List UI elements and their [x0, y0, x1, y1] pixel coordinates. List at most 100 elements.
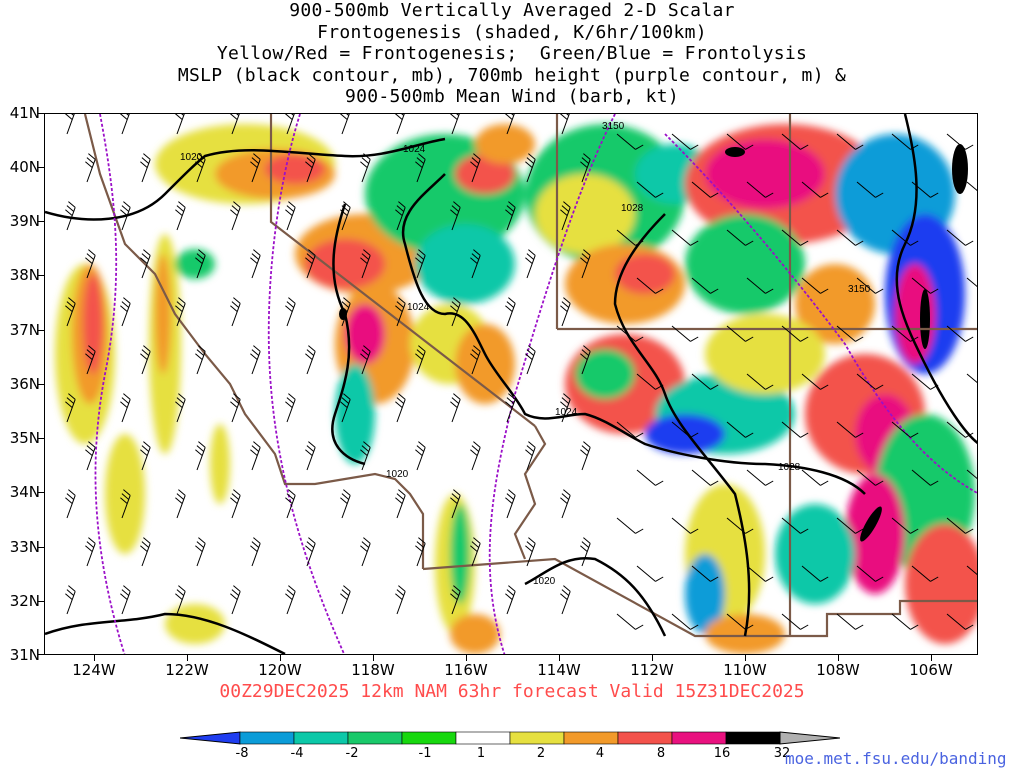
forecast-valid-time: 00Z29DEC2025 12km NAM 63hr forecast Vali…: [219, 681, 805, 702]
wind-barb: [580, 345, 591, 375]
title-line-5: 900-500mb Mean Wind (barb, kt): [344, 86, 680, 107]
wind-barb: [65, 201, 76, 231]
wind-barb: [911, 277, 939, 294]
wind-barb: [230, 201, 241, 231]
wind-barb: [801, 373, 829, 390]
contour-label-group: 1020 1024 1024 1028 1024 1028 1020 1020 …: [180, 121, 871, 587]
wind-barb: [285, 393, 296, 423]
wind-barb: [781, 325, 809, 342]
wind-barb: [230, 489, 241, 519]
wind-barb: [395, 585, 406, 615]
wind-barb: [856, 469, 884, 486]
wind-barb: [616, 133, 644, 150]
wind-barb: [746, 469, 774, 486]
wind-barb: [525, 153, 536, 183]
wind-barb: [285, 585, 296, 615]
lon-label-122w: 122W: [165, 661, 209, 679]
wind-barb: [470, 249, 481, 279]
wind-barb: [746, 181, 774, 198]
wind-barb: [560, 393, 571, 423]
wind-barb: [120, 114, 130, 135]
lon-label-110w: 110W: [723, 661, 767, 679]
wind-barb: [726, 325, 754, 342]
wind-barb: [616, 325, 644, 342]
wind-barb: [966, 277, 977, 288]
wind-barb: [891, 229, 919, 246]
wind-barb: [726, 517, 754, 534]
map-panel: 1020 1024 1024 1028 1024 1028 1020 1020 …: [44, 113, 978, 655]
colorbar-swatch: [239, 731, 295, 745]
lon-label-108w: 108W: [816, 661, 860, 679]
wind-barb: [856, 565, 884, 582]
lat-label-37n: 37N: [9, 321, 40, 339]
wind-barb: [636, 181, 664, 198]
credit-link[interactable]: moe.met.fsu.edu/banding: [785, 749, 1007, 768]
mslp-label: 1020: [386, 469, 409, 480]
wind-barb: [340, 297, 351, 327]
wind-barb: [836, 421, 864, 438]
colorbar-swatch: [293, 731, 349, 745]
wind-barb: [691, 373, 719, 390]
lat-tick: [38, 438, 44, 439]
wind-barb: [230, 585, 241, 615]
lon-tick: [280, 655, 281, 661]
wind-barb: [946, 229, 974, 246]
wind-barb: [636, 277, 664, 294]
wind-barb: [415, 441, 426, 471]
wind-barb: [505, 114, 515, 135]
wind-barb: [65, 585, 76, 615]
title-line-4: MSLP (black contour, mb), 700mb height (…: [177, 64, 847, 86]
colorbar-swatch: [401, 731, 457, 745]
wind-barb: [560, 114, 570, 135]
wind-barb: [525, 345, 536, 375]
mslp-label: 1028: [778, 462, 801, 473]
lat-tick: [38, 601, 44, 602]
wind-barb: [560, 585, 571, 615]
lat-label-40n: 40N: [9, 158, 40, 176]
wind-barb: [726, 133, 754, 150]
wind-barb: [450, 489, 461, 519]
wind-barb: [946, 133, 974, 150]
wind-barb: [140, 249, 151, 279]
wind-barb: [65, 297, 76, 327]
wind-barb: [636, 373, 664, 390]
lon-tick: [94, 655, 95, 661]
wind-barb: [195, 249, 206, 279]
wind-barb: [395, 393, 406, 423]
wind-barb: [305, 345, 316, 375]
wind-barb: [85, 249, 96, 279]
mslp-label: 1024: [407, 302, 430, 313]
wind-barb: [120, 393, 131, 423]
wind-barb: [120, 297, 131, 327]
wind-barb: [250, 153, 261, 183]
wind-barb: [671, 229, 699, 246]
wind-barb: [580, 153, 591, 183]
title-line-3: Yellow/Red = Frontogenesis; Green/Blue =…: [216, 43, 808, 64]
lat-label-35n: 35N: [9, 429, 40, 447]
lat-label-41n: 41N: [9, 104, 40, 122]
wind-barb: [250, 249, 261, 279]
colorbar: [180, 731, 840, 745]
wind-barb: [305, 441, 316, 471]
wind-barb: [195, 537, 206, 567]
colorbar-tick-label: 8: [656, 746, 666, 761]
wind-barb: [946, 421, 974, 438]
wind-barb: [525, 249, 536, 279]
lat-tick: [38, 113, 44, 114]
lon-label-120w: 120W: [258, 661, 302, 679]
lat-label-34n: 34N: [9, 483, 40, 501]
wind-barb: [671, 421, 699, 438]
wind-barb: [911, 181, 939, 198]
wind-barb: [250, 537, 261, 567]
wind-barb: [470, 153, 481, 183]
wind-barb: [746, 373, 774, 390]
wind-barb: [505, 489, 516, 519]
wind-barb: [691, 277, 719, 294]
colorbar-tick-label: -2: [345, 746, 359, 761]
wind-barb: [966, 373, 977, 384]
wind-barb: [140, 537, 151, 567]
lat-label-36n: 36N: [9, 375, 40, 393]
height-label: 3150: [848, 284, 871, 295]
wind-barb: [560, 489, 571, 519]
wind-barb: [450, 201, 461, 231]
